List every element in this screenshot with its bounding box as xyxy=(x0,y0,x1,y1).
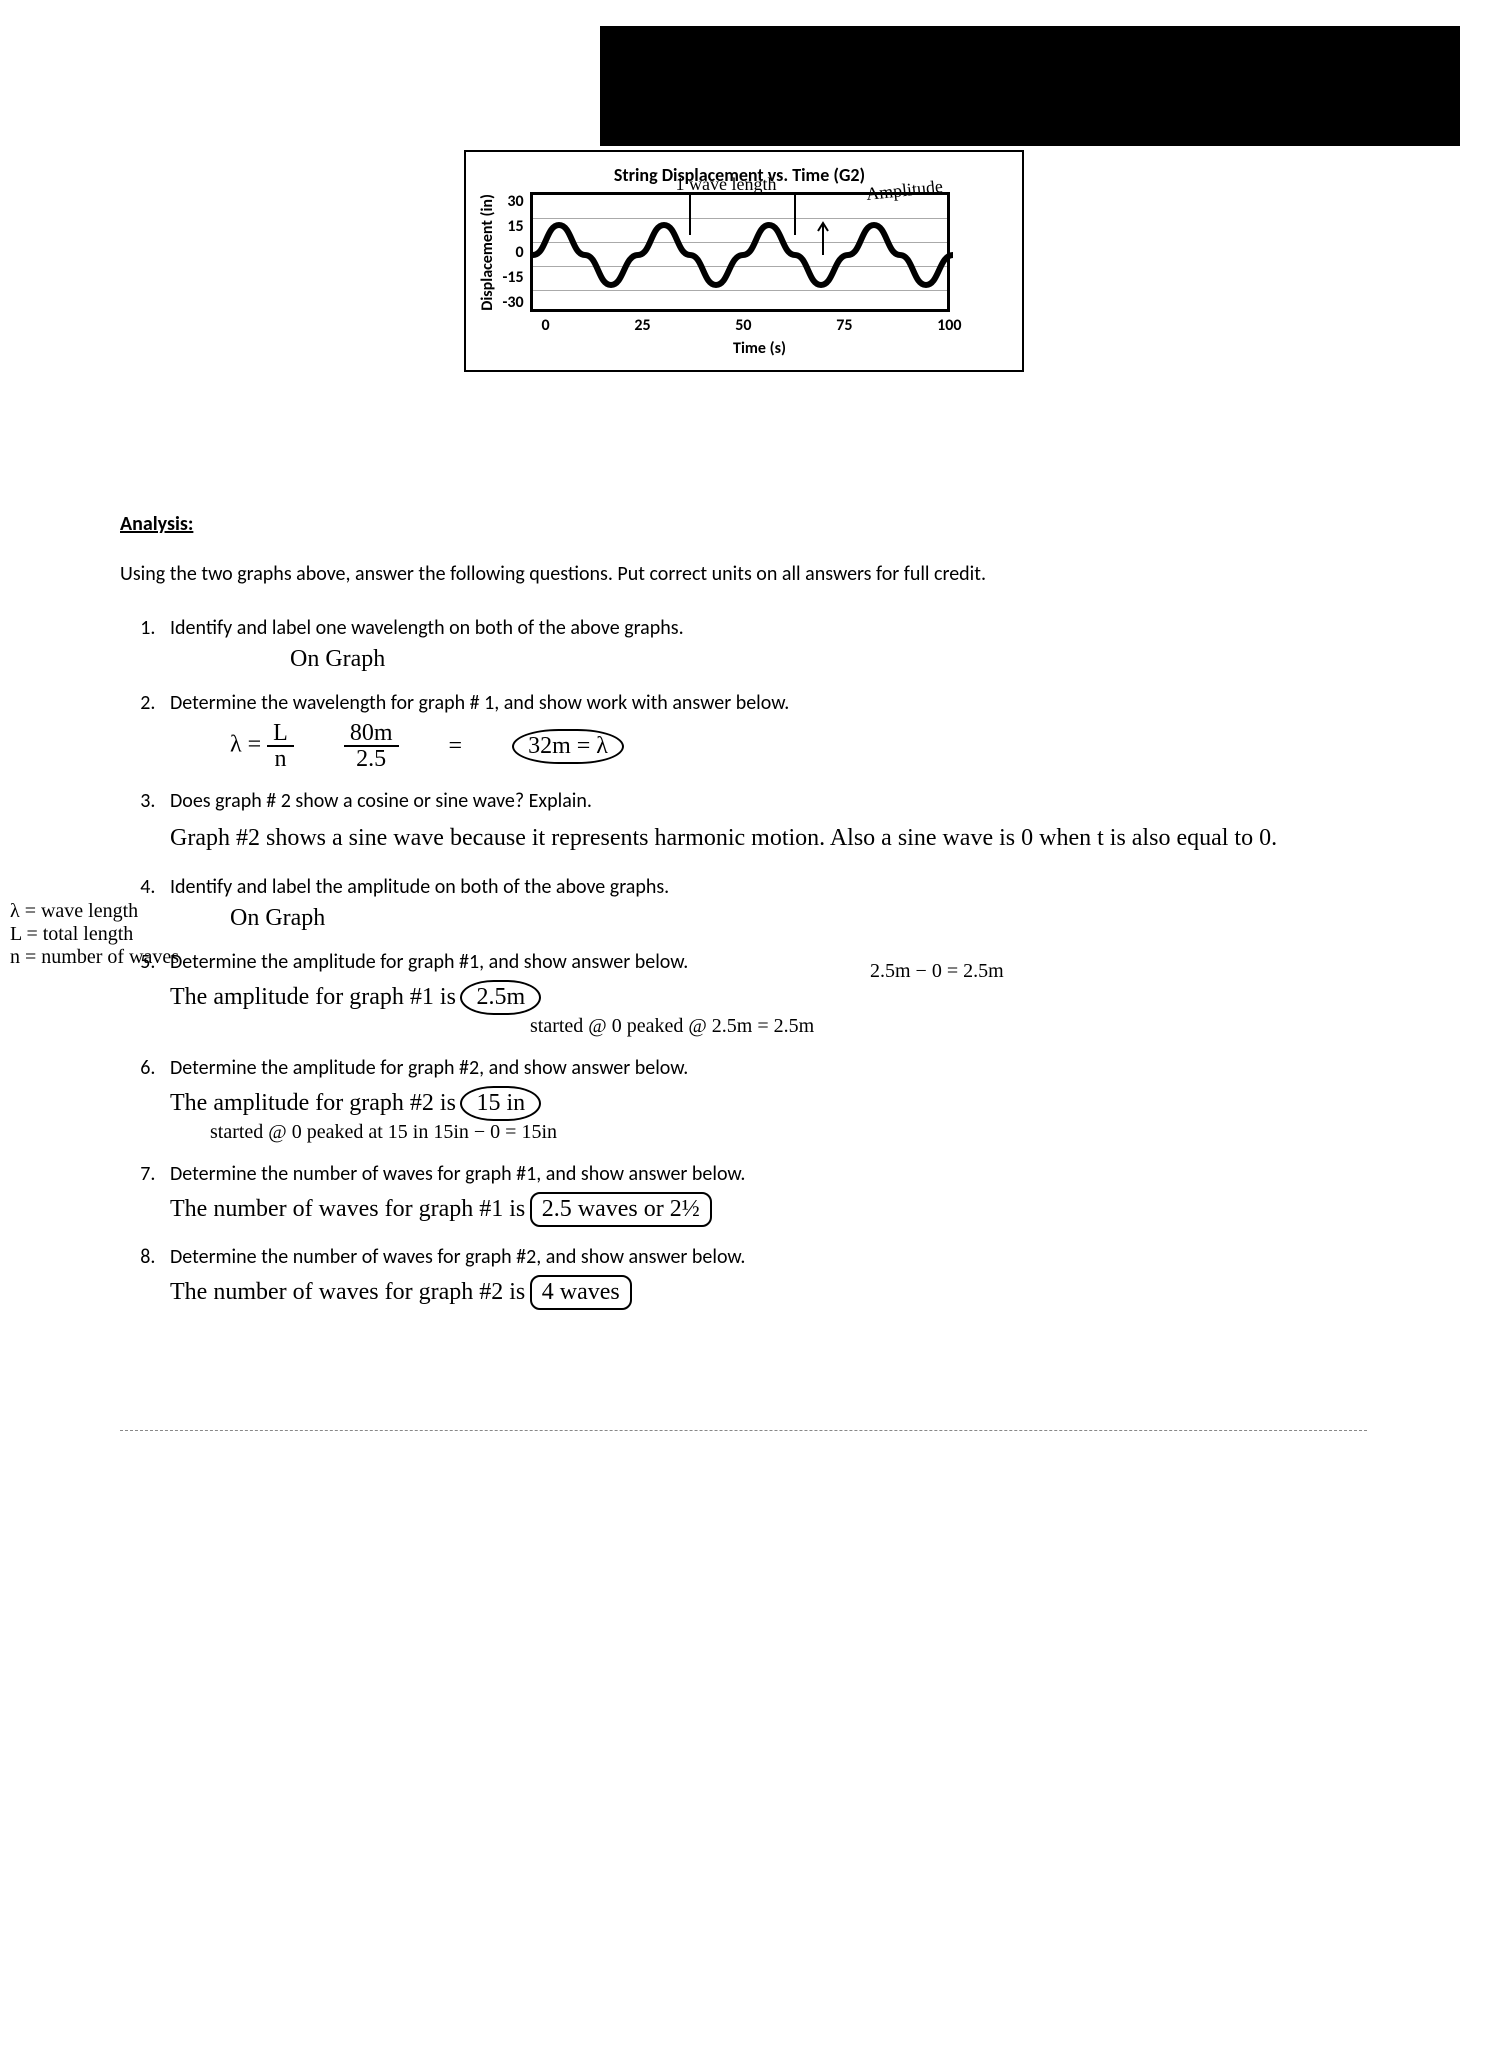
q6-main: The amplitude for graph #2 is xyxy=(170,1090,456,1116)
q8-val: 4 waves xyxy=(530,1275,632,1310)
chart-container: String Displacement vs. Time (G2) 1 wave… xyxy=(464,150,1024,372)
q6-text: Determine the amplitude for graph #2, an… xyxy=(170,1056,688,1080)
q6-val: 15 in xyxy=(460,1086,541,1121)
chart-xticks: 0 25 50 75 100 xyxy=(542,316,962,335)
q4-text: Identify and label the amplitude on both… xyxy=(170,875,669,899)
margin-line: n = number of waves xyxy=(10,946,230,969)
q2-frac: L n xyxy=(267,721,294,771)
ytick: -30 xyxy=(503,293,524,312)
xtick: 25 xyxy=(634,316,650,335)
analysis-heading: Analysis: xyxy=(120,512,1367,536)
q2-lhs: λ = xyxy=(230,732,261,758)
ytick: 0 xyxy=(503,243,524,262)
q3-answer: Graph #2 shows a sine wave because it re… xyxy=(170,819,1367,857)
question-4: Identify and label the amplitude on both… xyxy=(160,875,1367,932)
q5-side2: started @ 0 peaked @ 2.5m = 2.5m xyxy=(530,1015,1367,1038)
equals: = xyxy=(449,733,463,760)
analysis-intro: Using the two graphs above, answer the f… xyxy=(120,560,1367,588)
chart-xlabel: Time (s) xyxy=(518,339,1002,358)
question-5: Determine the amplitude for graph #1, an… xyxy=(160,950,1367,1038)
q8-text: Determine the number of waves for graph … xyxy=(170,1245,745,1269)
q7-val: 2.5 waves or 2½ xyxy=(530,1192,712,1227)
q2-formula: λ = L n xyxy=(230,721,294,771)
sine-wave xyxy=(533,195,953,315)
question-2: Determine the wavelength for graph # 1, … xyxy=(160,691,1367,771)
frac-den: n xyxy=(267,747,294,771)
question-1: Identify and label one wavelength on bot… xyxy=(160,616,1367,673)
redaction-block xyxy=(600,26,1460,146)
q7-answer: The number of waves for graph #1 is 2.5 … xyxy=(170,1192,1367,1227)
q6-work: started @ 0 peaked at 15 in 15in − 0 = 1… xyxy=(210,1121,1367,1144)
frac-num: 80m xyxy=(344,721,399,747)
q5-val: 2.5m xyxy=(460,980,541,1015)
chart-ylabel: Displacement (in) xyxy=(478,194,497,311)
question-6: Determine the amplitude for graph #2, an… xyxy=(160,1056,1367,1144)
q2-answer: λ = L n 80m 2.5 = 32m = λ xyxy=(230,721,1367,771)
q7-text: Determine the number of waves for graph … xyxy=(170,1162,745,1186)
question-7: Determine the number of waves for graph … xyxy=(160,1162,1367,1227)
q2-text: Determine the wavelength for graph # 1, … xyxy=(170,691,789,715)
q7-main: The number of waves for graph #1 is xyxy=(170,1196,525,1222)
xtick: 75 xyxy=(836,316,852,335)
q6-answer: The amplitude for graph #2 is 15 in star… xyxy=(170,1086,1367,1144)
q5-side1: 2.5m − 0 = 2.5m xyxy=(870,960,1004,983)
question-list: Identify and label one wavelength on bot… xyxy=(120,616,1367,1310)
q1-text: Identify and label one wavelength on bot… xyxy=(170,616,684,640)
q2-result: 32m = λ xyxy=(512,729,624,764)
ytick: 30 xyxy=(503,192,524,211)
worksheet-page: String Displacement vs. Time (G2) 1 wave… xyxy=(0,0,1487,1479)
ytick: -15 xyxy=(503,268,524,287)
q5-answer: The amplitude for graph #1 is 2.5m 2.5m … xyxy=(170,980,1367,1038)
question-3: Does graph # 2 show a cosine or sine wav… xyxy=(160,789,1367,857)
frac-den: 2.5 xyxy=(344,747,399,771)
chart-plot-area xyxy=(530,192,950,312)
xtick: 0 xyxy=(542,316,550,335)
page-footer-rule xyxy=(120,1430,1367,1431)
xtick: 50 xyxy=(735,316,751,335)
frac-num: L xyxy=(267,721,294,747)
chart-inner: Displacement (in) 30 15 0 -15 -30 xyxy=(478,192,1002,312)
margin-line: λ = wave length xyxy=(10,900,230,923)
margin-line: L = total length xyxy=(10,923,230,946)
q8-answer: The number of waves for graph #2 is 4 wa… xyxy=(170,1275,1367,1310)
margin-definitions: λ = wave length L = total length n = num… xyxy=(10,900,230,969)
q1-answer: On Graph xyxy=(290,646,1367,673)
xtick: 100 xyxy=(937,316,961,335)
q8-main: The number of waves for graph #2 is xyxy=(170,1279,525,1305)
q5-text: Determine the amplitude for graph #1, an… xyxy=(170,950,688,974)
q4-answer: On Graph xyxy=(230,905,1367,932)
q2-work-frac: 80m 2.5 xyxy=(344,721,399,771)
chart-yticks: 30 15 0 -15 -30 xyxy=(503,192,524,312)
question-8: Determine the number of waves for graph … xyxy=(160,1245,1367,1310)
ytick: 15 xyxy=(503,217,524,236)
q5-main: The amplitude for graph #1 is xyxy=(170,984,456,1010)
q3-text: Does graph # 2 show a cosine or sine wav… xyxy=(170,789,592,813)
